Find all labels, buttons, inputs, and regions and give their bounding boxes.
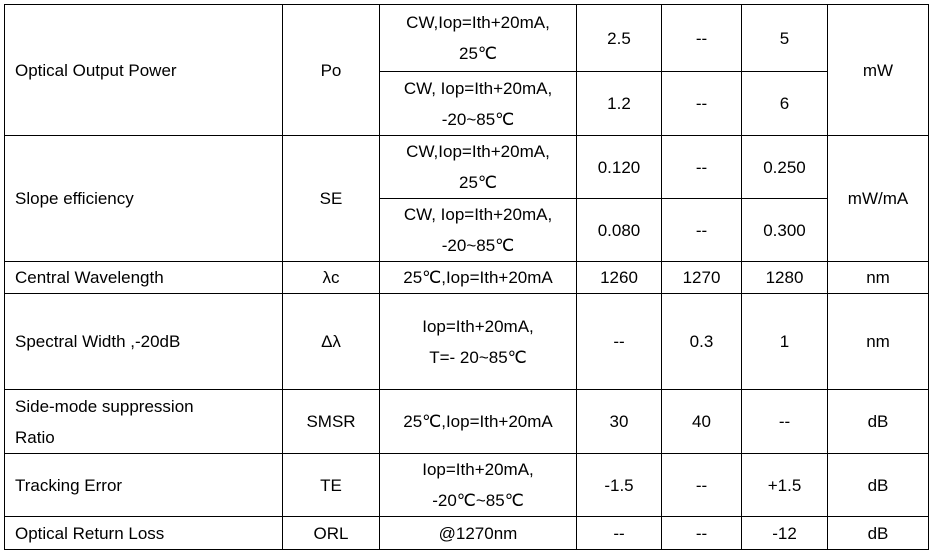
condition-cell: Iop=Ith+20mA, T=- 20~85℃	[379, 293, 577, 390]
parameter-cell: Slope efficiency	[4, 135, 283, 262]
condition-cell: CW, Iop=Ith+20mA, -20~85℃	[379, 198, 577, 262]
table-row: Central Wavelength λc 25℃,Iop=Ith+20mA 1260…	[4, 261, 929, 294]
parameter-cell: Spectral Width ,-20dB	[4, 293, 283, 390]
typ-cell: --	[661, 198, 742, 262]
parameter-cell: Central Wavelength	[4, 261, 283, 294]
condition-cell: @1270nm	[379, 516, 577, 550]
symbol-cell: Δλ	[282, 293, 380, 390]
max-cell: 0.300	[741, 198, 828, 262]
unit-cell: mW	[827, 4, 929, 136]
table-row: Slope efficiency SE CW,Iop=Ith+20mA, 25℃ 0.…	[4, 135, 929, 262]
condition-cell: 25℃,Iop=Ith+20mA	[379, 261, 577, 294]
typ-cell: 0.3	[661, 293, 742, 390]
spec-table: Optical Output Power Po CW,Iop=Ith+20mA, 2…	[4, 4, 929, 550]
unit-cell: dB	[827, 453, 929, 517]
min-cell: 1.2	[576, 71, 662, 136]
symbol-cell: ORL	[282, 516, 380, 550]
table-row: Spectral Width ,-20dB Δλ Iop=Ith+20mA, T=-…	[4, 293, 929, 390]
unit-cell: nm	[827, 293, 929, 390]
condition-cell: CW,Iop=Ith+20mA, 25℃	[379, 135, 577, 199]
parameter-cell: Optical Return Loss	[4, 516, 283, 550]
typ-cell: 1270	[661, 261, 742, 294]
unit-cell: dB	[827, 389, 929, 454]
table-row: CW, Iop=Ith+20mA, -20~85℃ 1.2 -- 6	[5, 71, 929, 136]
typ-cell: --	[661, 453, 742, 517]
unit-cell: mW/mA	[827, 135, 929, 262]
parameter-cell: Tracking Error	[4, 453, 283, 517]
max-cell: -12	[741, 516, 828, 550]
min-cell: 0.120	[576, 135, 662, 199]
table-row: Tracking Error TE Iop=Ith+20mA, -20℃~85℃ -1…	[4, 453, 929, 517]
condition-cell: 25℃,Iop=Ith+20mA	[379, 389, 577, 454]
parameter-cell: Side-mode suppression Ratio	[4, 389, 283, 454]
typ-cell: --	[661, 4, 742, 72]
min-cell: 1260	[576, 261, 662, 294]
unit-cell: nm	[827, 261, 929, 294]
min-cell: --	[576, 516, 662, 550]
typ-cell: 40	[661, 389, 742, 454]
table-row: CW, Iop=Ith+20mA, -20~85℃ 0.080 -- 0.300	[5, 198, 929, 262]
typ-cell: --	[661, 135, 742, 199]
max-cell: 5	[741, 4, 828, 72]
symbol-cell: SE	[282, 135, 380, 262]
max-cell: 1	[741, 293, 828, 390]
table-row: Optical Output Power Po CW,Iop=Ith+20mA, 2…	[4, 4, 929, 136]
parameter-cell: Optical Output Power	[4, 4, 283, 136]
max-cell: +1.5	[741, 453, 828, 517]
min-cell: -1.5	[576, 453, 662, 517]
max-cell: 6	[741, 71, 828, 136]
min-cell: --	[576, 293, 662, 390]
min-cell: 30	[576, 389, 662, 454]
table-body: Optical Output Power Po CW,Iop=Ith+20mA, 2…	[4, 4, 929, 550]
typ-cell: --	[661, 71, 742, 136]
condition-cell: CW, Iop=Ith+20mA, -20~85℃	[379, 71, 577, 136]
unit-cell: dB	[827, 516, 929, 550]
table-row: Optical Return Loss ORL @1270nm -- -- -12 dB	[4, 516, 929, 550]
typ-cell: --	[661, 516, 742, 550]
min-cell: 0.080	[576, 198, 662, 262]
max-cell: 1280	[741, 261, 828, 294]
max-cell: 0.250	[741, 135, 828, 199]
symbol-cell: λc	[282, 261, 380, 294]
condition-cell: Iop=Ith+20mA, -20℃~85℃	[379, 453, 577, 517]
condition-cell: CW,Iop=Ith+20mA, 25℃	[379, 4, 577, 72]
max-cell: --	[741, 389, 828, 454]
table-row: Side-mode suppression Ratio SMSR 25℃,Iop=I…	[4, 389, 929, 454]
min-cell: 2.5	[576, 4, 662, 72]
symbol-cell: Po	[282, 4, 380, 136]
symbol-cell: TE	[282, 453, 380, 517]
symbol-cell: SMSR	[282, 389, 380, 454]
